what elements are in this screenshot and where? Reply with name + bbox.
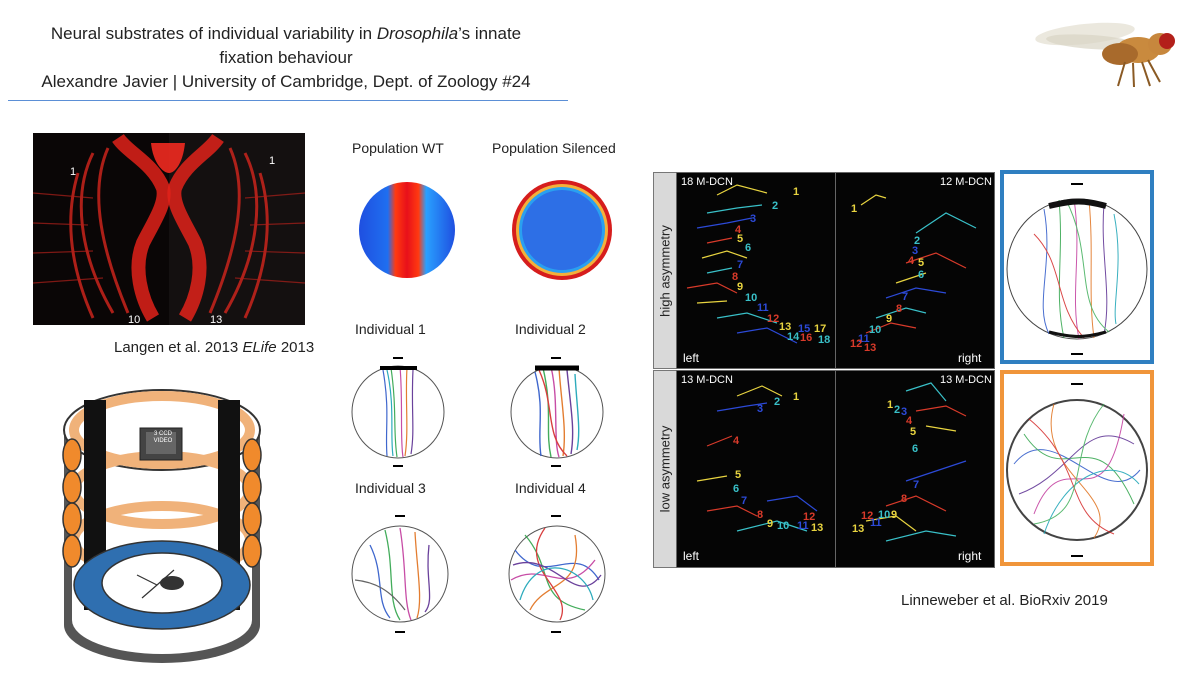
linneweber-caption: Linneweber et al. BioRxiv 2019 (901, 592, 1108, 609)
neuron-panel-high-right: 12 M-DCN 1 2 3 4 5 6 7 8 9 10 11 12 13 r… (835, 172, 995, 369)
neuron-label-left-1: 1 (70, 166, 77, 178)
individual-3-label: Individual 3 (355, 480, 426, 496)
panel-1-title: 18 M-DCN (681, 176, 733, 188)
low-asymmetry-trajectories-frame (1000, 370, 1154, 566)
neuron-tracing (865, 382, 967, 542)
high-asymmetry-trajectories (1006, 183, 1148, 355)
langen-caption: Langen et al. 2013 ELife 2013 (114, 339, 315, 356)
author-line: Alexandre Javier | University of Cambrid… (41, 72, 531, 91)
neuron-label-13: 13 (210, 314, 223, 325)
slide-title: Neural substrates of individual variabil… (0, 22, 572, 94)
panel-2-title: 12 M-DCN (940, 176, 992, 188)
high-asymmetry-label: high asymmetry (653, 172, 677, 369)
title-divider (8, 100, 568, 101)
neuron-drawing (33, 133, 305, 325)
neuron-tracing (696, 385, 818, 532)
title-line-2: fixation behaviour (219, 48, 353, 67)
individual-trajectories (351, 357, 606, 633)
neuron-fluorescence-image: 1 1 10 13 (33, 133, 305, 325)
heatmap-population-silenced (512, 180, 612, 280)
neuron-tracing (860, 194, 977, 334)
low-asymmetry-trajectories (1006, 383, 1148, 557)
panel-3-title: 13 M-DCN (681, 374, 733, 386)
population-wt-label: Population WT (352, 140, 444, 156)
individual-2-label: Individual 2 (515, 321, 586, 337)
heatmap-population-wt (359, 182, 455, 278)
panel-1-left-label: left (683, 351, 700, 365)
neuron-tracing (686, 184, 798, 344)
arena-diagram (62, 389, 262, 663)
neuron-panel-high-left: 18 M-DCN 1 2 3 4 5 6 7 8 9 10 11 12 13 1… (676, 172, 836, 369)
neuron-label-right-1: 1 (269, 155, 276, 167)
neuron-panel-low-left: 13 M-DCN 1 2 3 4 5 6 7 8 9 10 11 12 13 l… (676, 370, 836, 568)
drosophila-image (1035, 22, 1175, 88)
panel-4-right-label: right (958, 549, 982, 563)
high-asymmetry-trajectories-frame (1000, 170, 1154, 364)
individual-4-label: Individual 4 (515, 480, 586, 496)
neuron-label-10: 10 (128, 314, 141, 325)
title-line-1: Neural substrates of individual variabil… (50, 24, 522, 43)
population-silenced-label: Population Silenced (492, 140, 616, 156)
low-asymmetry-label: low asymmetry (653, 370, 677, 568)
panel-4-title: 13 M-DCN (940, 374, 992, 386)
panel-2-right-label: right (958, 351, 982, 365)
panel-3-left-label: left (683, 549, 700, 563)
individual-1-label: Individual 1 (355, 321, 426, 337)
camera-label: 3 CCD VIDEO (153, 431, 173, 444)
neuron-panel-low-right: 13 M-DCN 1 2 3 4 5 6 7 8 9 10 11 12 13 r… (835, 370, 995, 568)
